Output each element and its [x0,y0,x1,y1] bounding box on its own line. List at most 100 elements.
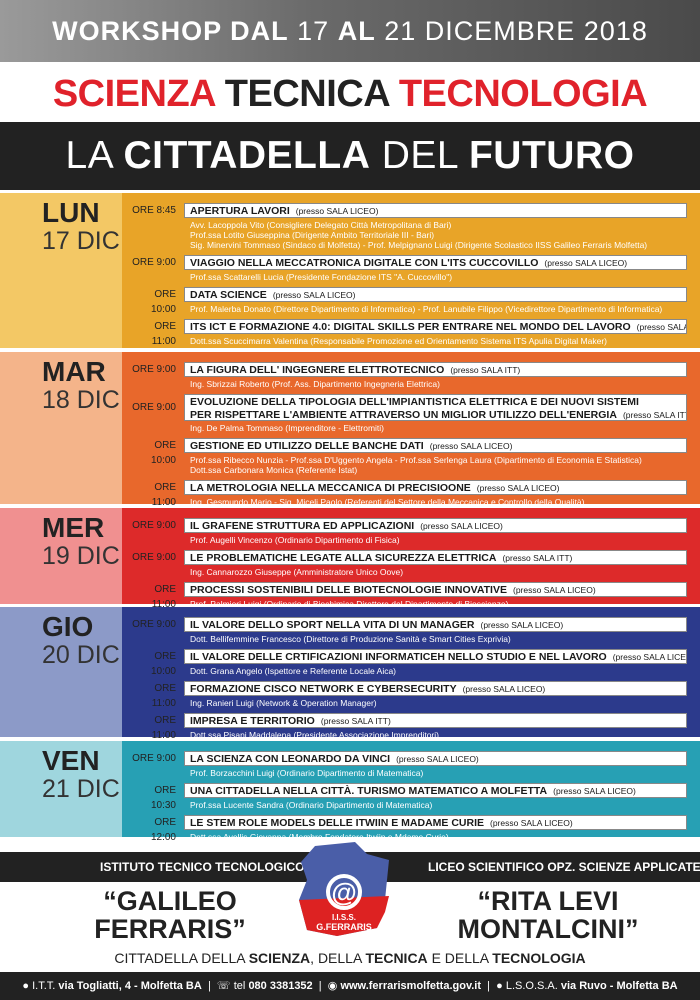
workshop-banner: WORKSHOP DAL 17 AL 21 DICEMBRE 2018 [0,0,700,62]
event-time: ORE 12:00 [150,817,176,843]
school-logo: @ I.I.S.S. G.FERRARIS [299,842,389,936]
event-place: (presso SALA LICEO) [612,652,686,662]
event-time: ORE 11:00 [151,584,176,610]
event-time: ORE 11:00 [151,683,176,709]
slogan-d: TECNICA [365,950,428,966]
day-name: MER [42,512,105,543]
event-title: LE PROBLEMATICHE LEGATE ALLA SICUREZZA E… [190,552,497,564]
event-place: (presso SALA LICEO) [295,206,379,216]
event-title: FORMAZIONE CISCO NETWORK E CYBERSECURITY [190,683,457,695]
day-name: VEN [42,745,100,776]
event-speaker: Ing. Ranieri Luigi (Network & Operation … [190,698,377,708]
day-label: LUN 17 DIC [0,193,122,348]
event-title-box: VIAGGIO NELLA MECCATRONICA DIGITALE CON … [184,255,687,270]
itt-name-line1: “GALILEO [103,886,237,916]
event-title-box: EVOLUZIONE DELLA TIPOLOGIA DELL'IMPIANTI… [184,394,687,421]
title-word-scienza: SCIENZA [52,73,215,115]
itt-name-line2: FERRARIS” [94,914,246,944]
event-time: ORE 8:45 [132,205,176,216]
event-place: (presso SALA ITT) [502,553,573,563]
event-speaker: Prof.ssa Lotito Giuseppina (Dirigente Am… [190,230,435,240]
day-ven: VEN 21 DIC ORE 9:00 LA SCIENZA CON LEONARDO… [0,741,700,843]
event-place: (presso SALA LICEO) [476,483,560,493]
event-title-box: LA SCIENZA CON LEONARDO DA VINCI (presso … [184,751,687,766]
event-title: IL VALORE DELLE CRTIFICAZIONI INFORMATIC… [190,651,607,663]
event-title-box: FORMAZIONE CISCO NETWORK E CYBERSECURITY… [184,681,687,696]
footer-website-link[interactable]: www.ferrarismolfetta.gov.it [340,980,482,992]
event-item: ORE 10:30 UNA CITTADELLA NELLA CITTÀ. TUR… [128,783,687,812]
event-title-box: LE STEM ROLE MODELS DELLE ITWIIN E MADAM… [184,815,687,830]
footer-losa-address: via Ruvo - Molfetta BA [560,980,678,992]
subtitle-la: LA [65,134,113,177]
day-events: ORE 9:00 IL GRAFENE STRUTTURA ED APPLICAZ… [122,508,700,610]
day-name: GIO [42,611,94,642]
event-title: LA METROLOGIA NELLA MECCANICA DI PRECISI… [190,482,471,494]
title-word-tecnica: TECNICA [224,73,389,115]
day-mer: MER 19 DIC ORE 9:00 IL GRAFENE STRUTTURA ED… [0,508,700,610]
phone-icon: ☏ [216,980,231,992]
event-time: ORE 9:00 [132,257,176,268]
event-time: ORE 9:00 [132,402,176,413]
slogan-a: CITTADELLA DELLA [114,950,245,966]
footer-losa-label: L.S.O.S.A. [505,980,558,992]
banner-from: 17 [297,16,330,46]
day-label: VEN 21 DIC [0,741,122,837]
event-speaker: Dott.ssa Scuccimarra Valentina (Responsa… [190,336,607,346]
event-time: ORE 9:00 [132,619,176,630]
event-speaker: Ing. De Palma Tommaso (Imprenditore - El… [190,423,384,433]
event-title-box: LA METROLOGIA NELLA MECCANICA DI PRECISI… [184,480,687,495]
event-item: ORE 9:00 LE PROBLEMATICHE LEGATE ALLA SIC… [128,550,687,579]
event-title-box: UNA CITTADELLA NELLA CITTÀ. TURISMO MATE… [184,783,687,798]
day-date: 19 DIC [42,542,120,570]
slogan-f: TECNOLOGIA [492,950,586,966]
footer-tel[interactable]: 080 3381352 [248,980,313,992]
event-item: ORE 9:00 IL VALORE DELLO SPORT NELLA VITA… [128,617,687,646]
event-item: ORE 8:45 APERTURA LAVORI (presso SALA LICE… [128,203,687,252]
event-time: ORE 10:00 [150,651,176,677]
event-time: ORE 10:30 [150,785,176,811]
event-speaker: Prof.ssa Scattarelli Lucia (Presidente F… [190,272,453,282]
event-title: DATA SCIENCE [190,289,267,301]
event-title: IL VALORE DELLO SPORT NELLA VITA DI UN M… [190,619,475,631]
logo-at-ring [326,874,362,910]
event-place: (presso SALA LICEO) [480,620,564,630]
location-pin-icon: ● [22,980,30,992]
day-gio: GIO 20 DIC ORE 9:00 IL VALORE DELLO SPORT N… [0,607,700,741]
event-title: LE STEM ROLE MODELS DELLE ITWIIN E MADAM… [190,817,484,829]
event-title: LA SCIENZA CON LEONARDO DA VINCI [190,753,391,765]
event-title: GESTIONE ED UTILIZZO DELLE BANCHE DATI [190,440,424,452]
subtitle-futuro: FUTURO [468,134,635,177]
event-title: LA FIGURA DELL' INGEGNERE ELETTROTECNICO [190,364,445,376]
day-label: MER 19 DIC [0,508,122,604]
event-title-box: GESTIONE ED UTILIZZO DELLE BANCHE DATI (p… [184,438,687,453]
event-time: ORE 10:00 [150,289,176,315]
day-label: MAR 18 DIC [0,352,122,504]
event-place: (presso SALA LICEO) [636,322,687,332]
event-speaker: Prof. Augelli Vincenzo (Ordinario Dipart… [190,535,400,545]
event-title-box: LE PROBLEMATICHE LEGATE ALLA SICUREZZA E… [184,550,687,565]
event-time: ORE 9:00 [132,520,176,531]
event-place: (presso SALA LICEO) [396,754,479,764]
event-place: (presso SALA LICEO) [490,818,573,828]
liceo-label: LICEO SCIENTIFICO OPZ. SCIENZE APPLICATE [428,860,700,874]
event-item: ORE 12:00 LE STEM ROLE MODELS DELLE ITWII… [128,815,687,844]
event-time: ORE 11:00 [151,715,176,741]
day-date: 21 DIC [42,775,120,803]
event-place: (presso SALA LICEO) [512,585,596,595]
main-title: SCIENZA TECNICA TECNOLOGIA [0,66,700,122]
event-speaker: Prof. Palmieri Luigi (Ordinario di Bioch… [190,599,509,609]
day-lun: LUN 17 DIC ORE 8:45 APERTURA LAVORI (presso … [0,193,700,348]
event-speaker: Dott.ssa Avellis Giovanna (Membro Fondat… [190,832,449,842]
event-title: ITS ICT E FORMAZIONE 4.0: DIGITAL SKILLS… [190,321,631,333]
day-name: MAR [42,356,106,387]
liceo-name-line2: MONTALCINI” [457,914,639,944]
event-title-box: ITS ICT E FORMAZIONE 4.0: DIGITAL SKILLS… [184,319,687,334]
day-mar: MAR 18 DIC ORE 9:00 LA FIGURA DELL' INGEGNE… [0,352,700,508]
footer-itt-label: I.T.T. [32,980,56,992]
event-title-box: PROCESSI SOSTENIBILI DELLE BIOTECNOLOGIE… [184,582,687,597]
event-place: (presso SALA ITT) [622,410,687,420]
event-item: ORE 11:00 IMPRESA E TERRITORIO (presso SAL… [128,713,687,742]
event-title-box: DATA SCIENCE (presso SALA LICEO) [184,287,687,302]
event-speaker: Sig. Minervini Tommaso (Sindaco di Molfe… [190,240,648,250]
event-item: ORE 9:00 LA SCIENZA CON LEONARDO DA VINCI… [128,751,687,780]
